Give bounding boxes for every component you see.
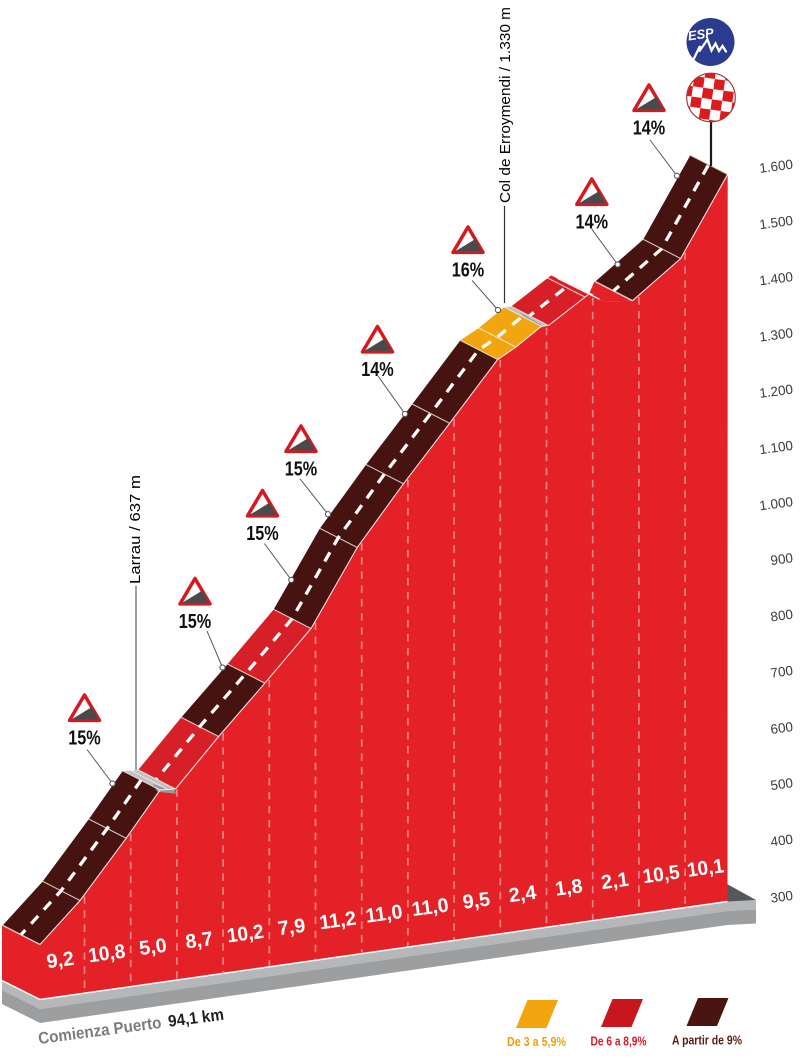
svg-text:11,2: 11,2: [318, 908, 358, 935]
svg-text:15%: 15%: [179, 610, 212, 633]
svg-text:15%: 15%: [285, 458, 318, 481]
svg-text:700: 700: [770, 663, 794, 681]
svg-text:9,5: 9,5: [461, 888, 491, 913]
svg-text:16%: 16%: [452, 259, 485, 282]
svg-text:De 6 a 8,9%: De 6 a 8,9%: [591, 1034, 647, 1049]
svg-text:1.000: 1.000: [758, 494, 793, 513]
svg-text:11,0: 11,0: [364, 901, 404, 928]
svg-text:14%: 14%: [633, 117, 666, 140]
svg-text:De 3 a 5,9%: De 3 a 5,9%: [507, 1034, 566, 1049]
svg-text:A partir de 9%: A partir de 9%: [672, 1033, 742, 1048]
svg-text:900: 900: [770, 550, 794, 568]
svg-text:800: 800: [770, 607, 794, 625]
svg-text:10,1: 10,1: [686, 855, 726, 882]
svg-text:2,1: 2,1: [600, 869, 630, 894]
svg-text:1.100: 1.100: [758, 438, 793, 457]
svg-text:14%: 14%: [361, 358, 394, 381]
svg-text:1.500: 1.500: [758, 213, 793, 232]
svg-text:9,2: 9,2: [45, 948, 75, 973]
svg-text:400: 400: [770, 832, 794, 850]
svg-text:1,8: 1,8: [554, 875, 584, 900]
svg-text:11,0: 11,0: [410, 894, 450, 921]
svg-text:Col de Erroymendi / 1.330 m: Col de Erroymendi / 1.330 m: [497, 7, 514, 203]
svg-text:1.300: 1.300: [758, 325, 793, 344]
svg-text:600: 600: [770, 719, 794, 737]
svg-text:10,5: 10,5: [641, 862, 681, 889]
svg-text:500: 500: [770, 775, 794, 793]
svg-text:1.600: 1.600: [758, 157, 793, 176]
svg-text:300: 300: [770, 888, 794, 906]
svg-text:2,4: 2,4: [508, 882, 539, 908]
svg-text:Larrau / 637 m: Larrau / 637 m: [127, 475, 144, 584]
svg-text:7,9: 7,9: [277, 915, 307, 940]
svg-text:8,7: 8,7: [184, 928, 214, 953]
svg-text:15%: 15%: [246, 522, 279, 545]
svg-text:10,2: 10,2: [226, 921, 266, 948]
svg-text:1.400: 1.400: [758, 269, 793, 288]
svg-text:15%: 15%: [68, 727, 101, 750]
svg-text:5,0: 5,0: [138, 935, 168, 960]
svg-text:10,8: 10,8: [87, 941, 127, 968]
svg-text:14%: 14%: [576, 211, 609, 234]
svg-text:1.200: 1.200: [758, 382, 793, 401]
